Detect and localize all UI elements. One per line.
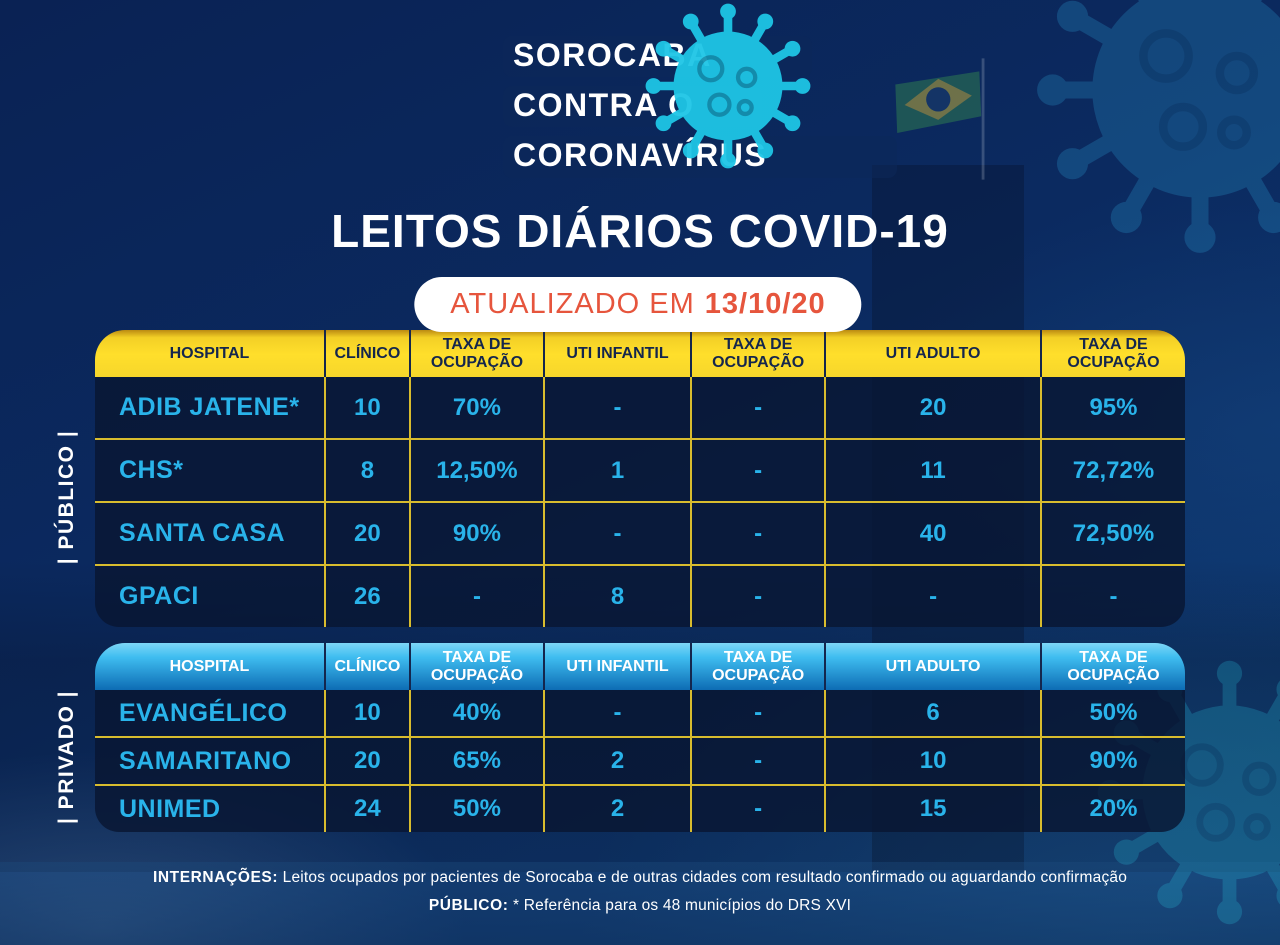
cell-value: 20 [824, 377, 1040, 438]
footer-label: INTERNAÇÕES: [152, 869, 279, 886]
table-header-row: HOSPITAL CLÍNICO TAXA DE OCUPAÇÃO UTI INFAN… [95, 643, 1185, 690]
cell-value: 10 [323, 377, 409, 438]
cell-value: 1 [542, 440, 690, 501]
cell-value: 15 [824, 786, 1040, 832]
hospital-name: SANTA CASA [119, 519, 286, 547]
cell-value: 65% [408, 738, 543, 784]
table-row: UNIMED 24 50% 2-15 20% [95, 784, 1185, 832]
cell-value: 6 [824, 690, 1040, 736]
section-label-privado: | PRIVADO | [55, 689, 78, 825]
footer-label: PÚBLICO: [428, 897, 509, 914]
table-row: ADIB JATENE* 10 70% - -20 95% [95, 377, 1185, 438]
table-row: GPACI 26-8- - - [95, 564, 1185, 627]
footer-line-publico: PÚBLICO: * Referência para os 48 municíp… [0, 897, 1280, 915]
column-header: TAXA DE OCUPAÇÃO [690, 330, 824, 377]
cell-value: - [542, 503, 690, 564]
column-header: UTI ADULTO [824, 330, 1040, 377]
hospital-name: EVANGÉLICO [119, 698, 288, 727]
cell-value: - [1039, 566, 1185, 627]
column-header: TAXA DE OCUPAÇÃO [408, 330, 543, 377]
cell-value: - [690, 690, 824, 736]
cell-value: 20% [1039, 786, 1185, 832]
cell-value: 8 [323, 440, 409, 501]
cell-value: - [690, 566, 824, 627]
table-body: ADIB JATENE* 10 70% - -20 95% CHS* 8 12,50% 1-11 7… [95, 377, 1185, 627]
cell-value: - [690, 738, 824, 784]
updated-prefix: ATUALIZADO EM [450, 288, 695, 320]
cell-value: 11 [824, 440, 1040, 501]
cell-value: 90% [1039, 738, 1185, 784]
hospital-name: CHS* [119, 456, 184, 484]
footer-notes: INTERNAÇÕES: Leitos ocupados por pacient… [0, 869, 1280, 925]
cell-value: 10 [323, 690, 409, 736]
cell-value: 20 [323, 738, 409, 784]
column-header: UTI INFANTIL [542, 643, 690, 690]
column-header: TAXA DE OCUPAÇÃO [1039, 643, 1185, 690]
table-row: EVANGÉLICO 10 40% - -6 50% [95, 690, 1185, 736]
cell-value: 12,50% [408, 440, 543, 501]
updated-date: 13/10/20 [704, 288, 826, 320]
updated-date-badge: ATUALIZADO EM 13/10/20 [414, 277, 862, 332]
cell-value: 72,72% [1039, 440, 1185, 501]
public-hospitals-table: HOSPITAL CLÍNICO TAXA DE OCUPAÇÃO UTI INFAN… [95, 330, 1185, 627]
footer-line-internacoes: INTERNAÇÕES: Leitos ocupados por pacient… [0, 869, 1280, 887]
column-header: TAXA DE OCUPAÇÃO [1039, 330, 1185, 377]
cell-value: - [690, 440, 824, 501]
cell-value: 10 [824, 738, 1040, 784]
cell-value: 95% [1039, 377, 1185, 438]
coronavirus-icon [642, 0, 814, 172]
table-row: CHS* 8 12,50% 1-11 72,72% [95, 438, 1185, 501]
cell-value: 26 [323, 566, 409, 627]
private-hospitals-table: HOSPITAL CLÍNICO TAXA DE OCUPAÇÃO UTI INFAN… [95, 643, 1185, 832]
hospital-name: ADIB JATENE* [119, 393, 300, 421]
bottom-photo-strip [0, 862, 1280, 945]
column-header: UTI INFANTIL [542, 330, 690, 377]
cell-value: 2 [542, 738, 690, 784]
page-title: LEITOS DIÁRIOS COVID-19 [331, 205, 949, 257]
footer-text: Leitos ocupados por pacientes de Sorocab… [282, 869, 1128, 886]
cell-value: 24 [323, 786, 409, 832]
logo-line-3: CORONAVÍRUS [503, 136, 897, 178]
hospital-name: UNIMED [119, 794, 221, 823]
cell-value: 8 [542, 566, 690, 627]
brazil-flag-icon [895, 58, 985, 180]
column-header: HOSPITAL [169, 657, 250, 675]
hospital-name: SAMARITANO [119, 746, 292, 775]
cell-value: 70% [408, 377, 543, 438]
hospital-name: GPACI [119, 582, 199, 610]
cell-value: 90% [408, 503, 543, 564]
column-header: TAXA DE OCUPAÇÃO [690, 643, 824, 690]
column-header: CLÍNICO [323, 330, 409, 377]
column-header: UTI ADULTO [824, 643, 1040, 690]
cell-value: - [408, 566, 543, 627]
column-header: TAXA DE OCUPAÇÃO [408, 643, 543, 690]
cell-value: 2 [542, 786, 690, 832]
cell-value: - [690, 786, 824, 832]
cell-value: - [542, 690, 690, 736]
table-row: SAMARITANO 20 65% 2-10 90% [95, 736, 1185, 784]
column-header: CLÍNICO [323, 643, 409, 690]
cell-value: - [824, 566, 1040, 627]
cell-value: 40 [824, 503, 1040, 564]
cell-value: 50% [408, 786, 543, 832]
cell-value: - [542, 377, 690, 438]
cell-value: 20 [323, 503, 409, 564]
table-row: SANTA CASA 20 90% - -40 72,50% [95, 501, 1185, 564]
cell-value: 50% [1039, 690, 1185, 736]
cell-value: - [690, 503, 824, 564]
cell-value: - [690, 377, 824, 438]
section-label-publico: | PÚBLICO | [55, 429, 78, 565]
cell-value: 72,50% [1039, 503, 1185, 564]
footer-text: * Referência para os 48 municípios do DR… [513, 897, 852, 914]
table-body: EVANGÉLICO 10 40% - -6 50% SAMARITANO 20 65% 2-10… [95, 690, 1185, 832]
cell-value: 40% [408, 690, 543, 736]
table-header-row: HOSPITAL CLÍNICO TAXA DE OCUPAÇÃO UTI INFAN… [95, 330, 1185, 377]
column-header: HOSPITAL [169, 344, 250, 362]
